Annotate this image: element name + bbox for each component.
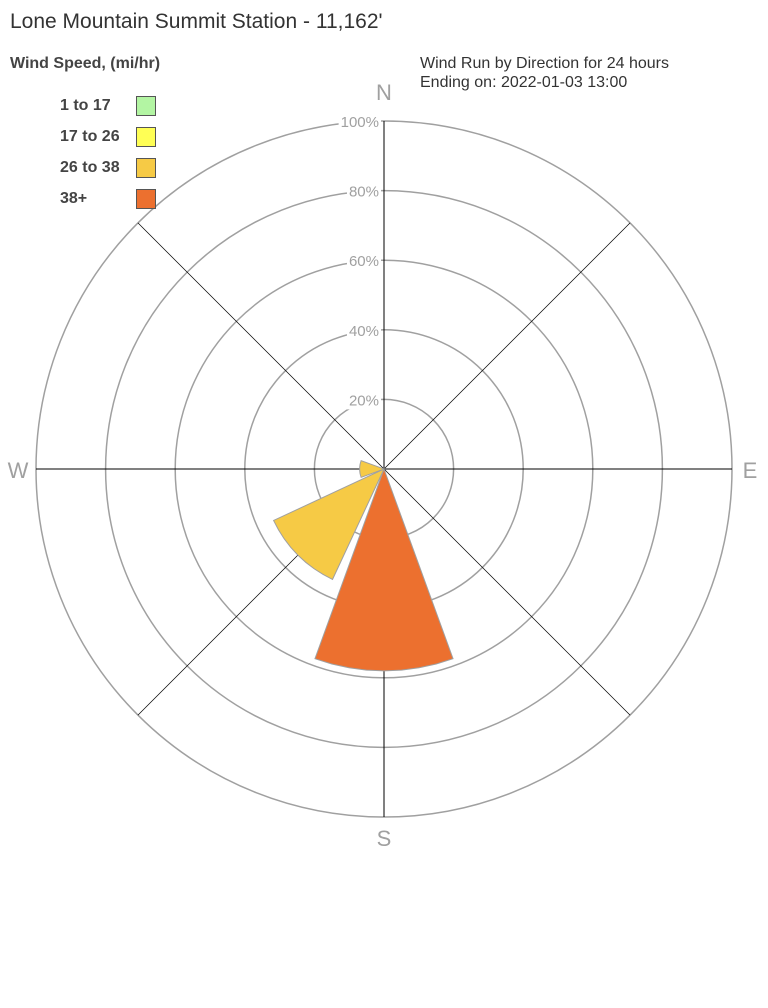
subtitle-line-1: Wind Run by Direction for 24 hours [420,55,669,72]
legend: 1 to 17 17 to 26 26 to 38 38+ [60,90,160,214]
legend-item: 1 to 17 [60,90,160,121]
spoke-ne [383,222,631,470]
legend-swatch [136,188,156,209]
legend-label: 38+ [60,190,88,207]
legend-label: 17 to 26 [60,128,120,145]
radial-tick-label-background [346,183,381,201]
legend-title: Wind Speed, (mi/hr) [10,55,161,72]
radial-tick-label: 40% [349,323,379,340]
legend-label: 1 to 17 [60,97,111,114]
compass-label-w: W [8,458,29,483]
legend-item: 38+ [60,183,160,214]
spoke-se [383,468,631,716]
radial-tick-label: 100% [341,114,379,131]
radial-tick-label: 80% [349,184,379,201]
compass-label-s: S [377,826,392,851]
petal-w [359,460,386,478]
compass-label-e: E [743,458,758,483]
subtitle-line-2: Ending on: 2022-01-03 13:00 [420,74,628,91]
radial-tick-label-background [338,114,381,131]
legend-swatch [136,157,156,178]
chart-subtitle: Wind Run by Direction for 24 hours Endin… [420,54,750,92]
spoke-nw [137,222,385,470]
legend-label: 26 to 38 [60,159,120,176]
legend-item: 17 to 26 [60,121,160,152]
radial-tick-label-background [346,253,381,271]
petal-sw [272,467,386,581]
page-title: Lone Mountain Summit Station - 11,162' [10,10,383,33]
radial-tick-label: 60% [349,253,379,270]
radial-tick-label: 20% [349,392,379,409]
legend-swatch [136,95,156,116]
legend-swatch [136,126,156,147]
radial-tick-label-background [346,322,381,340]
legend-item: 26 to 38 [60,152,160,183]
compass-label-n: N [376,80,392,105]
radial-tick-label-background [346,392,381,410]
petal-s [314,467,454,672]
